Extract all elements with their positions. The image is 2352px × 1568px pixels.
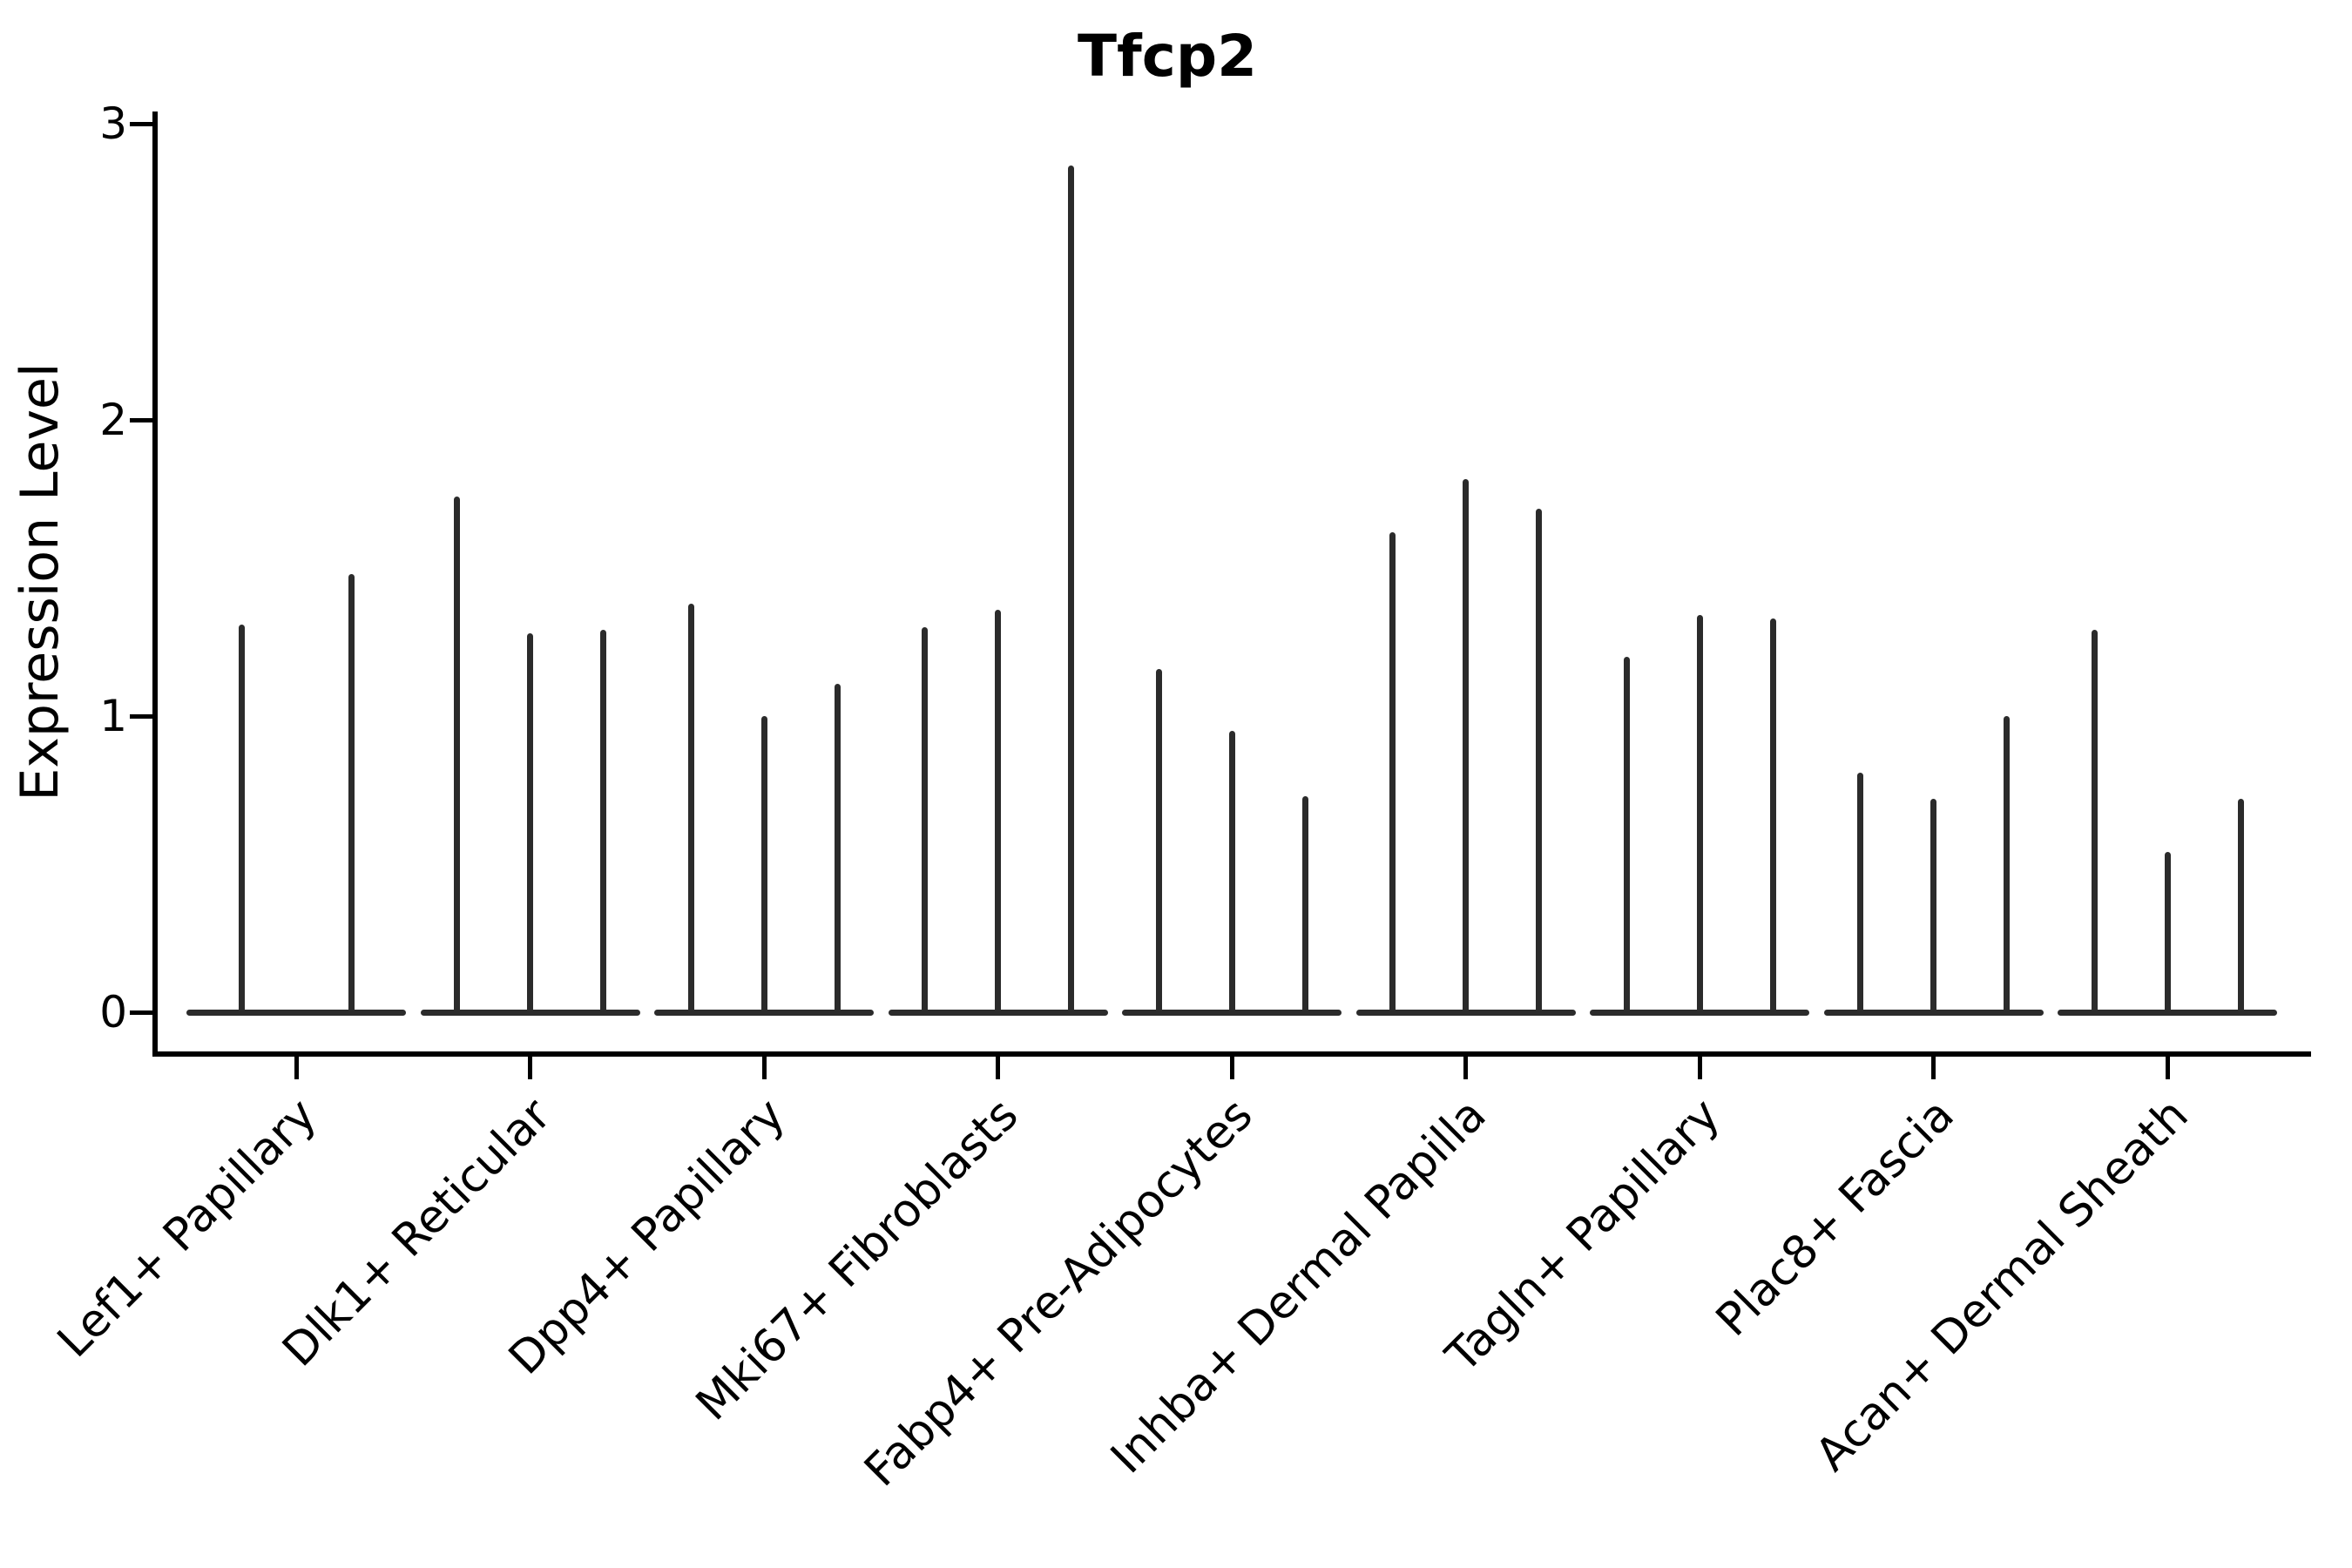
- y-tick-label: 1: [99, 691, 127, 741]
- violin-spike: [348, 573, 355, 1016]
- violin-spike: [1228, 731, 1235, 1016]
- violin-spike: [834, 683, 841, 1016]
- violin-spike: [1696, 615, 1703, 1016]
- x-tick-mark: [761, 1057, 767, 1079]
- x-tick-mark: [528, 1057, 532, 1079]
- violin-spike: [2091, 630, 2098, 1016]
- x-tick-mark: [996, 1057, 1000, 1079]
- y-tick-mark: [130, 121, 153, 126]
- x-category-label: Lef1+ Papillary: [48, 1088, 328, 1369]
- violin-spike: [1155, 668, 1162, 1016]
- violin-baseline: [186, 1009, 406, 1016]
- y-tick-label: 0: [99, 987, 127, 1037]
- y-axis-label: Expression Level: [10, 362, 71, 801]
- violin-spike: [995, 609, 1001, 1016]
- violin-spike: [238, 624, 245, 1016]
- y-axis-spine: [152, 112, 158, 1057]
- y-tick-label: 3: [99, 98, 127, 149]
- x-tick-mark: [294, 1057, 299, 1079]
- violin-spike: [2164, 852, 2171, 1016]
- violin-spike: [1769, 618, 1776, 1016]
- violin-spike: [1463, 479, 1469, 1016]
- x-category-label: Plac8+ Fascia: [1706, 1088, 1964, 1347]
- violin-spike: [760, 716, 767, 1016]
- x-category-label: Inhba+ Dermal Papilla: [1101, 1088, 1497, 1484]
- violin-spike: [687, 603, 694, 1016]
- x-tick-mark: [1697, 1057, 1702, 1079]
- y-tick-mark: [130, 1010, 153, 1015]
- violin-spike: [922, 627, 928, 1016]
- x-tick-mark: [1463, 1057, 1468, 1079]
- violin-spike: [1389, 532, 1396, 1016]
- x-tick-mark: [2165, 1057, 2170, 1079]
- y-tick-mark: [130, 417, 153, 422]
- violin-spike: [2004, 716, 2010, 1016]
- violin-spike: [454, 497, 460, 1016]
- violin-spike: [1623, 657, 1630, 1016]
- violin-spike: [1930, 799, 1936, 1016]
- x-tick-mark: [1229, 1057, 1234, 1079]
- y-tick-mark: [130, 713, 153, 719]
- violin-spike: [1536, 509, 1542, 1016]
- violin-spike: [1301, 795, 1308, 1016]
- violin-spike: [1068, 165, 1074, 1016]
- x-axis-spine: [152, 1051, 2311, 1057]
- violin-spike: [2237, 799, 2244, 1016]
- chart-title: Tfcp2: [1077, 23, 1258, 90]
- violin-spike: [527, 632, 533, 1016]
- y-tick-label: 2: [99, 395, 127, 445]
- violin-spike: [1857, 772, 1863, 1016]
- violin-spike: [600, 630, 606, 1016]
- x-tick-mark: [1931, 1057, 1936, 1079]
- x-category-label: Fabp4+ Pre-Adipocytes: [855, 1088, 1263, 1497]
